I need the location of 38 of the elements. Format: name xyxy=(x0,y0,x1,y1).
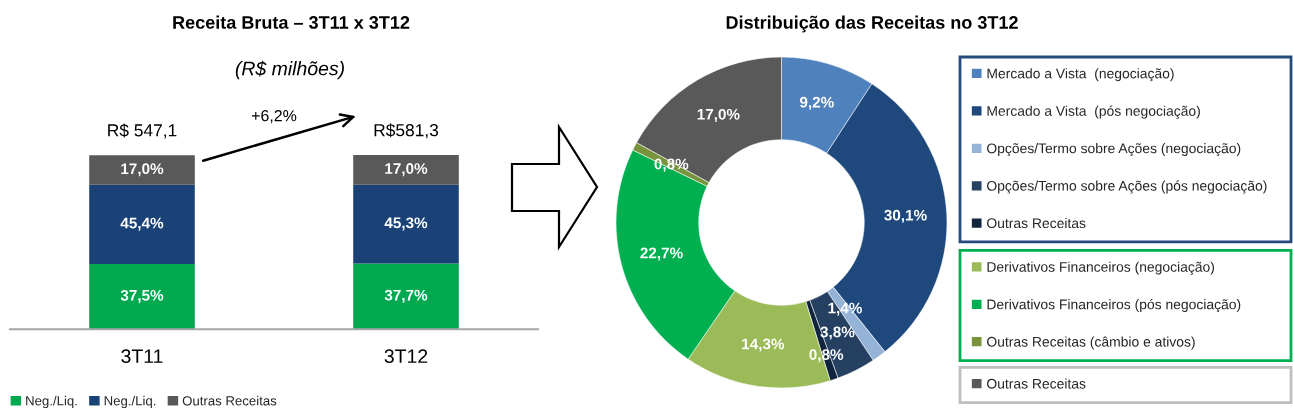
data-label: 37,7% xyxy=(384,289,428,303)
legend-label: Opções/Termo sobre Ações (negociação) xyxy=(987,143,1241,157)
legend-label: Outras Receitas xyxy=(182,395,277,406)
data-label: 45,3% xyxy=(384,217,428,231)
text: +6,2% xyxy=(251,109,297,124)
legend-label: Outras Receitas xyxy=(987,217,1086,229)
bar xyxy=(353,155,459,185)
legend-label: Derivativos Financeiros (negociação) xyxy=(987,261,1215,275)
x-tick-label: 3T11 xyxy=(121,349,163,364)
legend-label: Mercado a Vista (negociação) xyxy=(987,68,1174,82)
data-label: 37,5% xyxy=(120,289,164,303)
legend-label: Outras Receitas xyxy=(987,378,1086,389)
legend-label: Outras Receitas (câmbio e ativos) xyxy=(987,336,1195,350)
bar xyxy=(89,155,195,185)
data-label: 9,2% xyxy=(799,96,834,110)
chart-title: Distribuição das Receitas no 3T12 xyxy=(726,15,1018,33)
legend-label: Neg./Liq. xyxy=(104,395,156,409)
data-label: 14,3% xyxy=(742,338,785,352)
total-label: R$581,3 xyxy=(374,123,439,139)
x-tick-label: 3T12 xyxy=(384,349,428,364)
bar xyxy=(89,184,195,264)
data-label: 30,1% xyxy=(884,209,927,223)
bar xyxy=(353,263,459,330)
legend-label: Mercado a Vista (pós negociação) xyxy=(987,105,1200,119)
total-label: R$ 547,1 xyxy=(108,123,177,139)
data-label: 3,8% xyxy=(820,326,855,340)
bar xyxy=(353,184,459,264)
chart-title: Receita Bruta – 3T11 x 3T12 xyxy=(173,15,410,29)
legend-label: Derivativos Financeiros (pós negociação) xyxy=(987,298,1241,313)
data-label: 45,4% xyxy=(120,217,164,231)
legend-label: Opções/Termo sobre Ações (pós negociação) xyxy=(987,180,1267,194)
chart-subtitle: (R$ milhões) xyxy=(235,60,344,80)
data-label: 22,7% xyxy=(640,247,683,261)
data-label: 17,0% xyxy=(385,163,428,177)
bar xyxy=(89,263,195,330)
data-label: 17,0% xyxy=(697,108,740,122)
legend-label: Neg./Liq. xyxy=(26,395,77,409)
data-label: 17,0% xyxy=(121,163,164,177)
